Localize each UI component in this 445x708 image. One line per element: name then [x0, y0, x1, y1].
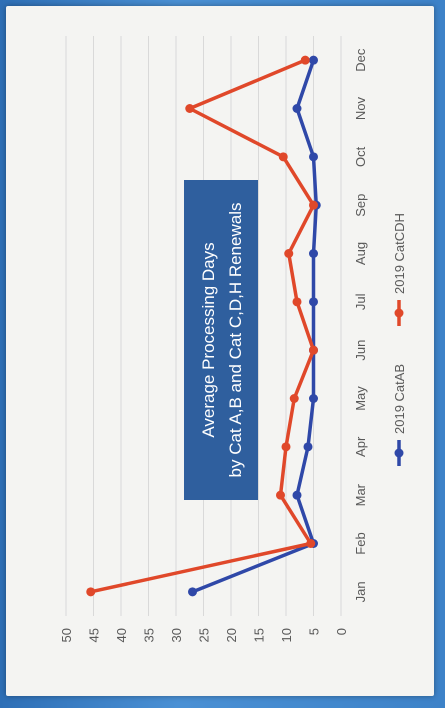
title-line-1: Average Processing Days — [199, 242, 218, 437]
x-tick-label: Dec — [353, 48, 368, 72]
chart-title: Average Processing Days by Cat A,B and C… — [184, 180, 258, 500]
data-point — [309, 249, 318, 258]
y-axis-ticks: 0 5 10 15 20 25 30 35 40 45 50 — [59, 628, 349, 642]
data-point — [309, 297, 318, 307]
legend-swatch-marker — [394, 448, 404, 458]
series-group — [86, 55, 321, 597]
data-point — [289, 394, 299, 403]
data-point — [185, 104, 195, 113]
data-point — [300, 55, 310, 65]
x-tick-label: Jul — [353, 293, 368, 310]
data-point — [306, 539, 316, 548]
x-tick-label: Mar — [353, 483, 368, 506]
x-tick-label: May — [353, 386, 368, 411]
legend-item: 2019 CatCDH — [392, 213, 407, 326]
y-tick-label: 45 — [87, 628, 102, 642]
data-point — [309, 394, 318, 403]
data-point — [309, 55, 318, 65]
legend: 2019 CatAB 2019 CatCDH — [392, 213, 407, 466]
data-point — [276, 490, 285, 500]
x-tick-label: Nov — [353, 96, 368, 120]
y-tick-label: 30 — [169, 628, 184, 642]
x-tick-label: Feb — [353, 532, 368, 554]
data-point — [292, 490, 302, 500]
chart-card: 0 5 10 15 20 25 30 35 40 45 50 Jan Feb Mar Apr May Jun J… — [6, 6, 434, 696]
legend-label: 2019 CatAB — [392, 364, 407, 434]
title-line-2: by Cat A,B and Cat C,D,H Renewals — [226, 203, 245, 478]
data-point — [292, 104, 302, 113]
data-point — [309, 152, 318, 162]
data-point — [281, 442, 291, 452]
legend-swatch-marker — [394, 308, 404, 318]
data-point — [309, 200, 318, 210]
x-axis-ticks: Jan Feb Mar Apr May Jun Jul Aug Sep Oct Nov Dec — [353, 48, 368, 602]
y-tick-label: 20 — [224, 628, 239, 642]
data-point — [292, 297, 302, 307]
series-2 — [86, 55, 318, 597]
data-point — [188, 587, 197, 597]
y-tick-label: 40 — [114, 628, 129, 642]
y-tick-label: 5 — [307, 628, 322, 635]
series-line — [90, 58, 316, 594]
data-point — [284, 249, 294, 258]
x-tick-label: Aug — [353, 242, 368, 265]
data-point — [278, 152, 288, 162]
x-tick-label: Oct — [353, 146, 368, 167]
data-point — [309, 345, 318, 355]
data-point — [303, 442, 313, 452]
y-tick-label: 15 — [252, 628, 267, 642]
x-tick-label: Sep — [353, 194, 368, 217]
legend-item: 2019 CatAB — [392, 364, 407, 466]
x-tick-label: Jun — [353, 340, 368, 361]
x-tick-label: Apr — [353, 436, 368, 457]
legend-label: 2019 CatCDH — [392, 213, 407, 294]
series-line — [191, 59, 318, 594]
data-point — [86, 587, 96, 597]
y-tick-label: 0 — [334, 628, 349, 635]
y-tick-label: 50 — [59, 628, 74, 642]
y-tick-label: 35 — [142, 628, 157, 642]
x-tick-label: Jan — [353, 581, 368, 602]
y-tick-label: 25 — [197, 628, 212, 642]
title-box — [184, 180, 258, 500]
y-tick-label: 10 — [279, 628, 294, 642]
